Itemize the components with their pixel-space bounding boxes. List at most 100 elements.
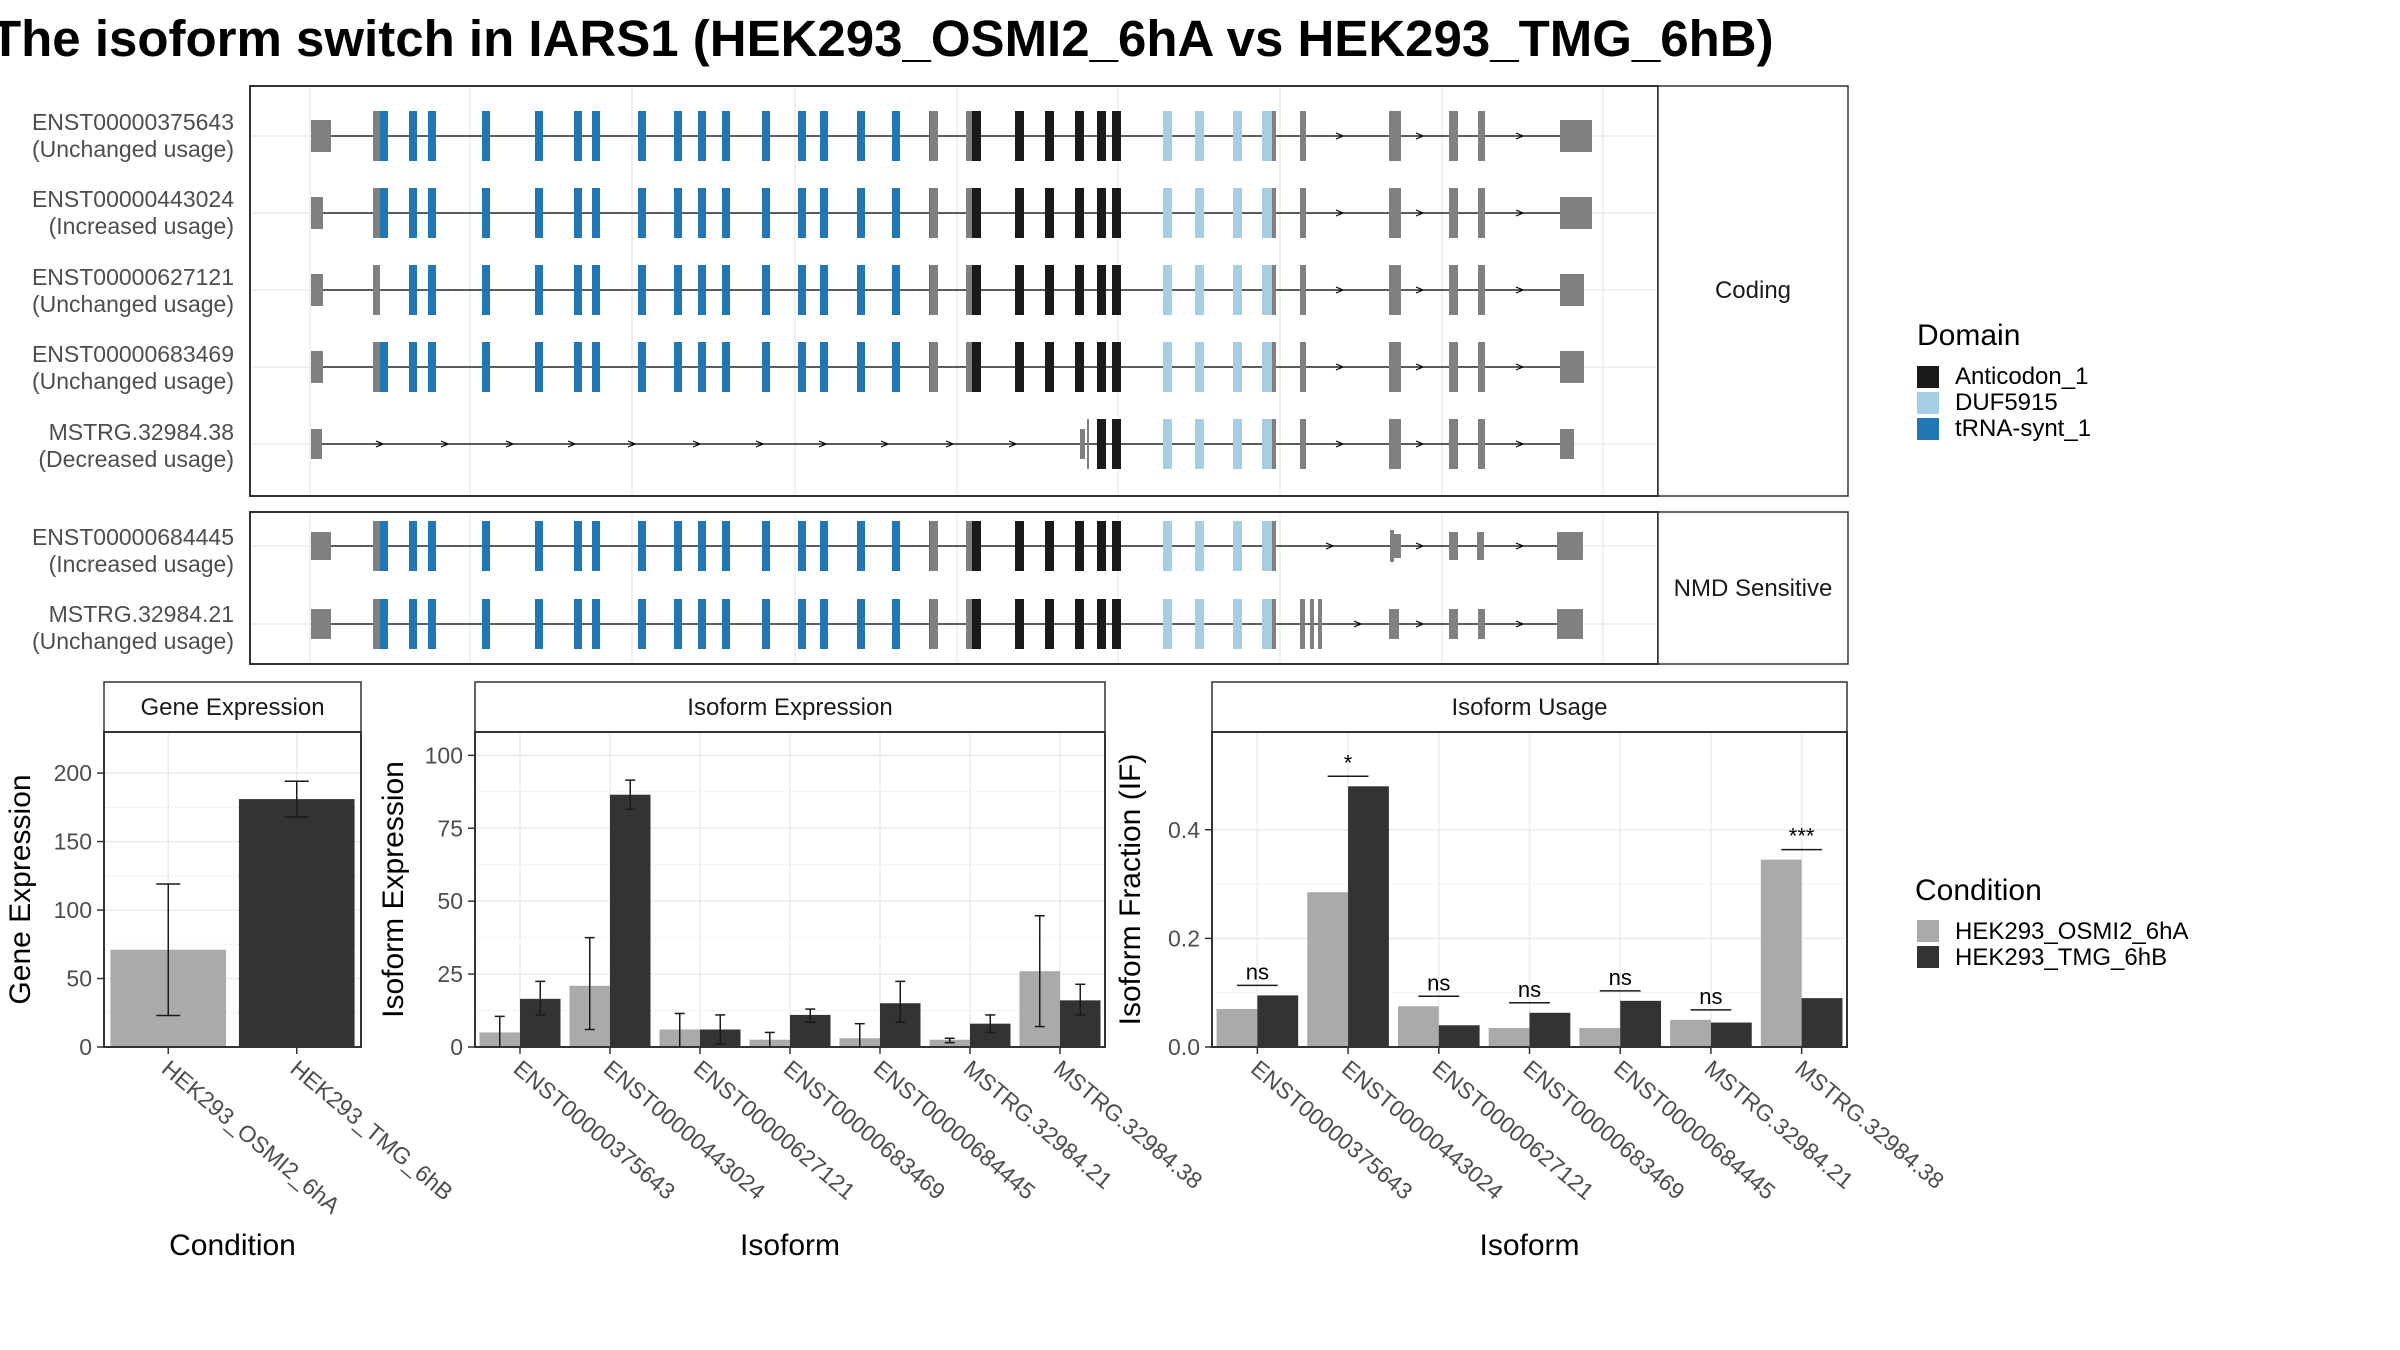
transcript-id: MSTRG.32984.21: [49, 601, 234, 627]
exon: [857, 265, 865, 315]
exon: [311, 351, 323, 383]
isoform-expression-chart: Isoform Expression 0 25 50 75 100 ENST00000375…: [377, 681, 1208, 1262]
exon: [857, 111, 865, 161]
strand-arrow: [880, 440, 890, 448]
exon: [966, 188, 973, 238]
exon: [592, 265, 600, 315]
exon: [930, 521, 938, 571]
exon: [1262, 188, 1272, 238]
exon: [428, 188, 436, 238]
x-tick-label: MSTRG.32984.38: [1790, 1055, 1949, 1194]
exon: [1163, 265, 1172, 315]
transcript-id: ENST00000443024: [32, 186, 234, 212]
exon: [798, 342, 806, 392]
exon: [1560, 429, 1574, 459]
y-tick-label: 0.2: [1168, 925, 1200, 951]
exon: [698, 521, 706, 571]
y-axis-title: Isoform Fraction (IF): [1114, 754, 1147, 1026]
exon: [428, 599, 436, 649]
condition-legend: Condition HEK293_OSMI2_6hA HEK293_TMG_6h…: [1915, 874, 2188, 971]
exon: [1394, 534, 1401, 558]
x-axis-title: Isoform: [1479, 1229, 1579, 1262]
exon: [966, 342, 973, 392]
significance-label: ns: [1699, 984, 1722, 1009]
exon: [409, 521, 417, 571]
exon: [1300, 419, 1306, 469]
exon: [574, 265, 582, 315]
exon: [311, 609, 331, 639]
significance-label: ***: [1789, 824, 1815, 849]
exon: [638, 342, 646, 392]
bar: [1307, 892, 1349, 1047]
exon: [535, 521, 543, 571]
exon: [972, 342, 981, 392]
bar: [1801, 998, 1843, 1047]
x-tick-label: ENST00000443024: [599, 1055, 771, 1205]
exon: [1233, 111, 1242, 161]
transcript-id: MSTRG.32984.38: [49, 419, 234, 445]
exon: [698, 342, 706, 392]
exon: [820, 342, 828, 392]
exon: [972, 521, 981, 571]
exon: [1075, 521, 1084, 571]
exon: [380, 521, 388, 571]
exon: [1272, 521, 1276, 571]
exon: [698, 599, 706, 649]
transcript-usage: (Increased usage): [49, 551, 234, 577]
exon: [574, 188, 582, 238]
exon: [892, 599, 900, 649]
bar: [1670, 1019, 1711, 1047]
exon: [638, 111, 646, 161]
exon: [1262, 419, 1272, 469]
exon: [1557, 532, 1583, 560]
exon: [1163, 111, 1172, 161]
exon: [1318, 599, 1322, 649]
exon: [380, 342, 388, 392]
transcript-labels: ENST00000375643 (Unchanged usage) ENST00…: [32, 109, 234, 654]
bar: [1529, 1012, 1571, 1047]
exon: [1310, 599, 1314, 649]
exon: [972, 599, 981, 649]
exon: [409, 265, 417, 315]
exon: [1112, 342, 1121, 392]
bar: [1216, 1008, 1258, 1047]
exon: [1477, 532, 1484, 560]
exon: [966, 111, 973, 161]
isoform-usage-chart: Isoform Usage 0.0 0.2 0.4 ns ENST00000375643 *…: [1114, 681, 1949, 1262]
x-tick-label: MSTRG.32984.21: [1700, 1055, 1859, 1194]
legend-swatch-cond-a: [1917, 920, 1939, 942]
exon: [722, 342, 730, 392]
exon: [857, 342, 865, 392]
exon: [722, 265, 730, 315]
exon: [1195, 419, 1204, 469]
exon: [482, 111, 490, 161]
panel-title: Isoform Usage: [1451, 694, 1607, 721]
exon: [428, 265, 436, 315]
x-tick-label: ENST00000375643: [1246, 1055, 1418, 1205]
exon: [1272, 188, 1276, 238]
strand-arrow: [1515, 209, 1525, 217]
transcript-usage: (Increased usage): [49, 213, 234, 239]
exon: [892, 521, 900, 571]
exon: [1560, 197, 1592, 229]
exon: [1097, 188, 1106, 238]
exon: [1262, 265, 1272, 315]
exon: [1389, 111, 1401, 161]
exon: [798, 265, 806, 315]
exon: [966, 265, 973, 315]
x-tick-label: ENST00000443024: [1337, 1055, 1509, 1205]
exon: [930, 188, 938, 238]
exon: [722, 599, 730, 649]
exon: [1478, 111, 1485, 161]
exon: [1272, 342, 1276, 392]
y-tick-label: 25: [437, 961, 463, 987]
exon: [373, 521, 380, 571]
exon: [1195, 111, 1204, 161]
exon: [1045, 188, 1054, 238]
y-axis-title: Gene Expression: [4, 774, 37, 1004]
bar: [1348, 786, 1389, 1047]
exon: [857, 188, 865, 238]
exon: [1195, 188, 1204, 238]
exon: [762, 188, 770, 238]
